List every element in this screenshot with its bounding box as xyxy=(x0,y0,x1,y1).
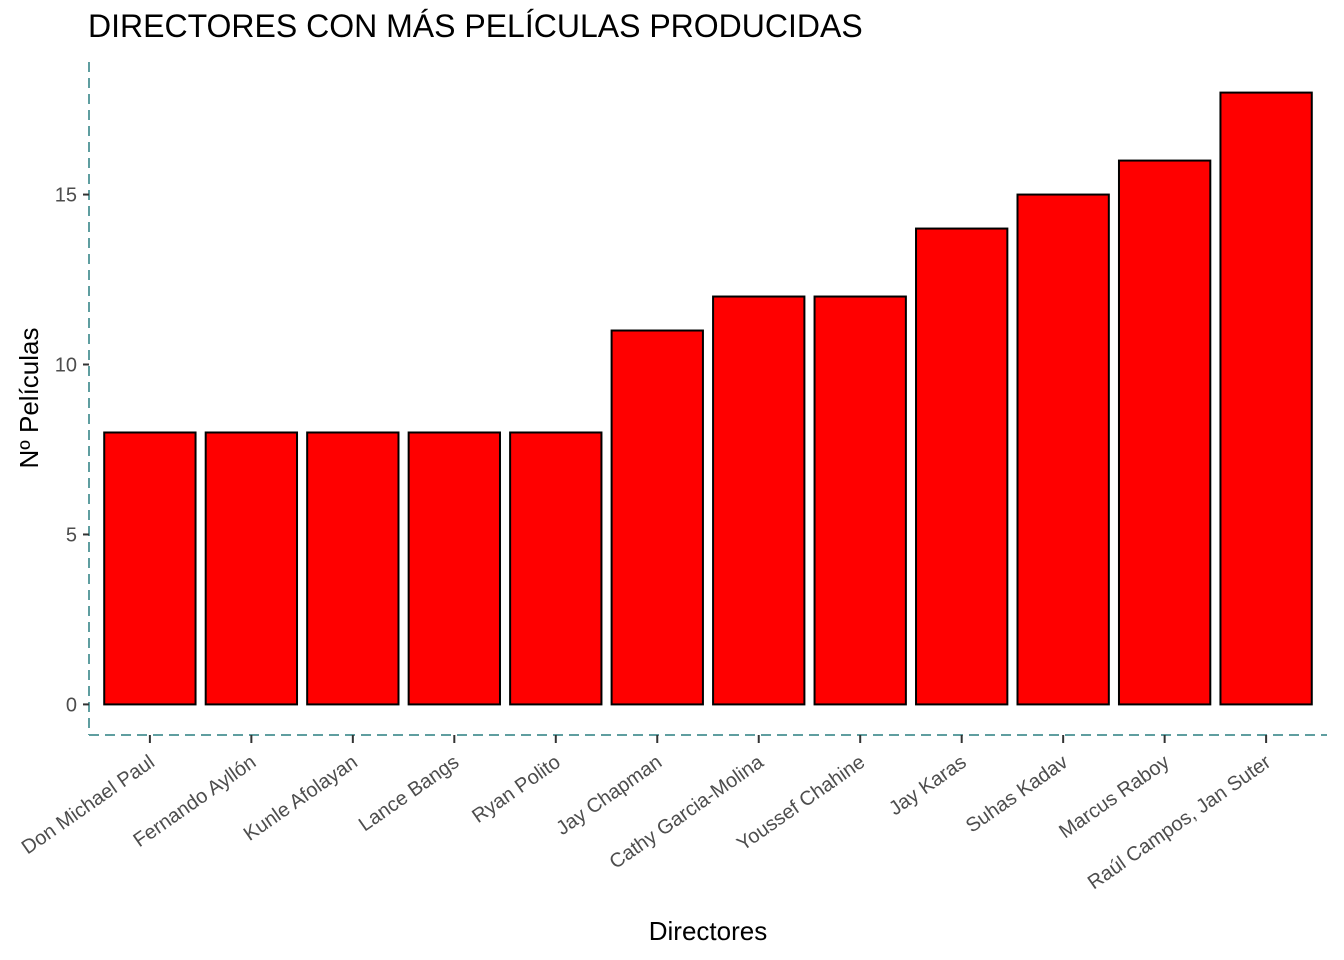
bar-11 xyxy=(1219,91,1313,706)
y-tick-label-0: 0 xyxy=(66,694,77,716)
bar-10 xyxy=(1117,159,1212,706)
bar-8 xyxy=(915,227,1009,706)
bar-6 xyxy=(712,295,806,706)
bar-4 xyxy=(509,431,603,706)
bar-3 xyxy=(407,431,501,706)
y-tick-label-1: 5 xyxy=(66,524,77,546)
x-tick-label-8: Jay Karas xyxy=(885,751,970,820)
y-tick-label-3: 15 xyxy=(55,185,77,207)
bar-9 xyxy=(1016,193,1110,706)
x-tick-label-4: Ryan Polito xyxy=(468,751,564,828)
bar-2 xyxy=(306,431,400,706)
y-axis-title: Nº Películas xyxy=(14,328,44,469)
x-tick-label-3: Lance Bangs xyxy=(355,751,463,836)
x-tick-label-2: Kunle Afolayan xyxy=(240,751,362,846)
chart-title: DIRECTORES CON MÁS PELÍCULAS PRODUCIDAS xyxy=(88,8,863,44)
bars-group xyxy=(103,91,1313,706)
bar-5 xyxy=(610,329,704,706)
y-tick-label-2: 10 xyxy=(55,355,77,377)
bar-7 xyxy=(813,295,907,706)
bar-0 xyxy=(103,431,197,706)
bar-1 xyxy=(204,431,299,706)
x-axis-title: Directores xyxy=(649,916,767,946)
x-tick-label-11: Raúl Campos, Jan Suter xyxy=(1084,751,1275,894)
